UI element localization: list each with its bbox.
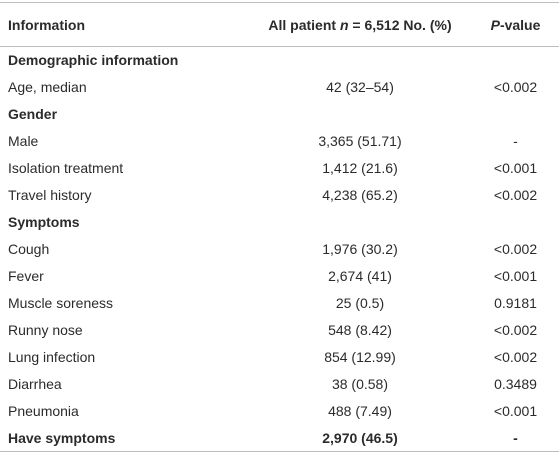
row-label: Diarrhea <box>8 376 62 392</box>
data-row: Age, median 42 (32–54) <0.002 <box>0 74 559 101</box>
data-table: Information All patient n = 6,512 No. (%)… <box>0 2 559 452</box>
count-cell: 2,674 (41) <box>328 268 392 284</box>
row-label: Isolation treatment <box>8 160 124 176</box>
count-cell: 42 (32–54) <box>326 79 394 95</box>
data-row: Muscle soreness 25 (0.5) 0.9181 <box>0 290 559 317</box>
section-row: Have symptoms 2,970 (46.5) - <box>0 425 559 452</box>
row-label: Age, median <box>8 79 87 95</box>
count-cell: 548 (8.42) <box>328 322 392 338</box>
p-value-cell: <0.002 <box>493 322 538 338</box>
p-value-cell: - <box>513 133 518 149</box>
header-text: n <box>339 16 349 33</box>
row-label: Male <box>8 133 39 149</box>
header-cell: Information <box>0 3 248 47</box>
data-row: Travel history 4,238 (65.2) <0.002 <box>0 182 559 209</box>
count-cell: 854 (12.99) <box>324 349 396 365</box>
count-cell: 4,238 (65.2) <box>322 187 398 203</box>
p-value-cell: <0.001 <box>493 268 538 284</box>
row-label: Gender <box>8 106 58 122</box>
header-text: = 6,512 No. (%) <box>348 16 452 33</box>
table-body: Demographic information Age, median 42 (32… <box>0 47 559 452</box>
row-label: Have symptoms <box>8 429 116 446</box>
count-cell: 3,365 (51.71) <box>318 133 402 149</box>
count-cell: 38 (0.58) <box>331 376 389 392</box>
p-value-cell: 0.9181 <box>494 295 537 311</box>
data-row: Diarrhea 38 (0.58) 0.3489 <box>0 371 559 398</box>
row-label: Pneumonia <box>8 403 79 419</box>
p-value-cell: <0.001 <box>493 160 538 176</box>
data-row: Lung infection 854 (12.99) <0.002 <box>0 344 559 371</box>
header-text: -value <box>499 16 541 33</box>
row-label: Fever <box>8 268 44 284</box>
p-value-cell: <0.002 <box>493 79 538 95</box>
data-row: Cough 1,976 (30.2) <0.002 <box>0 236 559 263</box>
row-label: Runny nose <box>8 322 83 338</box>
header-cell: P-value <box>472 3 559 47</box>
data-row: Runny nose 548 (8.42) <0.002 <box>0 317 559 344</box>
count-cell: 488 (7.49) <box>328 403 392 419</box>
header-text: All patient <box>268 16 340 33</box>
p-value-cell: 0.3489 <box>494 376 537 392</box>
header-cell: All patient n = 6,512 No. (%) <box>248 3 472 47</box>
p-value-cell: <0.002 <box>493 349 538 365</box>
section-row: Symptoms <box>0 209 559 236</box>
section-row: Demographic information <box>0 47 559 74</box>
count-cell: 1,412 (21.6) <box>322 160 398 176</box>
p-value-cell: <0.002 <box>493 187 538 203</box>
data-row: Isolation treatment 1,412 (21.6) <0.001 <box>0 155 559 182</box>
row-label: Lung infection <box>8 349 96 365</box>
row-label: Travel history <box>8 187 92 203</box>
p-value-cell: <0.001 <box>493 403 538 419</box>
row-label: Cough <box>8 241 50 257</box>
p-value-cell: <0.002 <box>493 241 538 257</box>
row-label: Demographic information <box>8 52 179 69</box>
header-text: P <box>490 16 500 33</box>
header-text: Information <box>8 16 85 33</box>
data-row: Pneumonia 488 (7.49) <0.001 <box>0 398 559 425</box>
count-cell: 2,970 (46.5) <box>322 429 398 446</box>
table-header: Information All patient n = 6,512 No. (%)… <box>0 2 559 47</box>
data-row: Fever 2,674 (41) <0.001 <box>0 263 559 290</box>
data-row: Male 3,365 (51.71) - <box>0 128 559 155</box>
section-row: Gender <box>0 101 559 128</box>
row-label: Symptoms <box>8 214 80 230</box>
p-value-cell: - <box>513 429 518 446</box>
row-label: Muscle soreness <box>8 295 114 311</box>
header-row: Information All patient n = 6,512 No. (%)… <box>0 2 559 47</box>
count-cell: 25 (0.5) <box>335 295 385 311</box>
count-cell: 1,976 (30.2) <box>322 241 398 257</box>
